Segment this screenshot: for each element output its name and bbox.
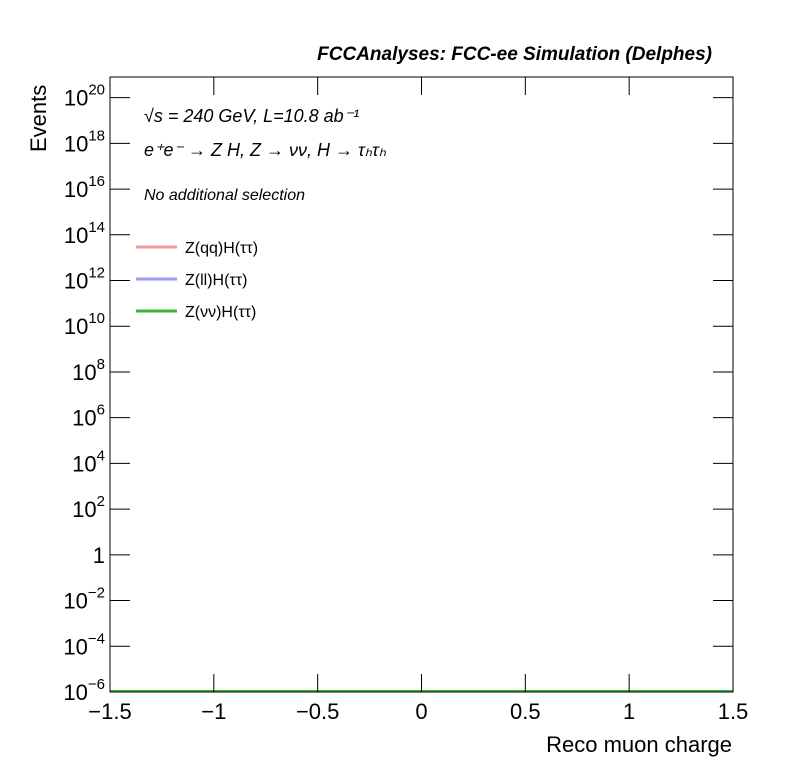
y-tick-base: 10 (72, 406, 96, 431)
y-tick-base: 10 (63, 634, 87, 659)
x-tick-label: 1.5 (718, 699, 749, 724)
x-tick-label: −1 (201, 699, 226, 724)
y-tick-exponent: 14 (88, 219, 105, 236)
y-tick-label: 104 (72, 447, 105, 476)
y-tick-base: 10 (64, 131, 88, 156)
y-tick-label: 1020 (64, 82, 105, 111)
y-tick-label: 1 (93, 543, 105, 568)
y-tick-exponent: 20 (88, 82, 105, 99)
y-axis-label: Events (26, 85, 51, 152)
annotation: No additional selection (144, 187, 305, 204)
y-tick-base: 10 (64, 314, 88, 339)
legend-label: Z(qq)H(ττ) (185, 240, 258, 257)
y-tick-base: 10 (64, 86, 88, 111)
y-tick-label: 1016 (64, 173, 105, 202)
y-tick-base: 10 (72, 360, 96, 385)
x-tick-label: 0 (415, 699, 427, 724)
y-tick-base: 10 (64, 269, 88, 294)
y-tick-label: 1010 (64, 310, 105, 339)
y-tick-exponent: 8 (97, 356, 105, 373)
y-tick-label: 106 (72, 402, 105, 431)
legend-label: Z(νν)H(ττ) (185, 304, 256, 321)
y-tick-label: 108 (72, 356, 105, 385)
annotation: √s = 240 GeV, L=10.8 ab⁻¹ (144, 106, 359, 126)
legend-label: Z(ll)H(ττ) (185, 272, 247, 289)
y-tick-label: 1014 (64, 219, 105, 248)
annotation: e⁺e⁻ → Z H, Z → νν, H → τₕτₕ (144, 140, 387, 160)
y-tick-base: 10 (64, 177, 88, 202)
x-tick-label: −0.5 (296, 699, 339, 724)
y-tick-label: 10−4 (63, 630, 105, 659)
y-tick-exponent: 2 (97, 493, 105, 510)
y-tick-base: 10 (72, 451, 96, 476)
y-tick-exponent: 10 (88, 310, 105, 327)
y-tick-exponent: −2 (88, 585, 105, 602)
y-tick-label: 1018 (64, 127, 105, 156)
y-tick-base: 10 (72, 497, 96, 522)
y-tick-exponent: −4 (88, 630, 105, 647)
x-axis-label: Reco muon charge (546, 732, 732, 757)
y-tick-exponent: −6 (88, 676, 105, 693)
x-tick-label: 1 (623, 699, 635, 724)
y-tick-base: 10 (63, 589, 87, 614)
y-tick-exponent: 6 (97, 402, 105, 419)
y-tick-label: 1012 (64, 265, 105, 294)
y-tick-exponent: 18 (88, 127, 105, 144)
y-tick-exponent: 16 (88, 173, 105, 190)
y-tick-label: 10−6 (63, 676, 105, 705)
y-tick-base: 10 (63, 680, 87, 705)
y-tick-exponent: 12 (88, 265, 105, 282)
y-tick-exponent: 4 (97, 447, 105, 464)
chart-title: FCCAnalyses: FCC-ee Simulation (Delphes) (317, 44, 712, 65)
x-tick-label: 0.5 (510, 699, 541, 724)
y-tick-label: 102 (72, 493, 105, 522)
x-tick-label: −1.5 (88, 699, 131, 724)
y-tick-label: 10−2 (63, 585, 105, 614)
y-tick-base: 10 (64, 223, 88, 248)
